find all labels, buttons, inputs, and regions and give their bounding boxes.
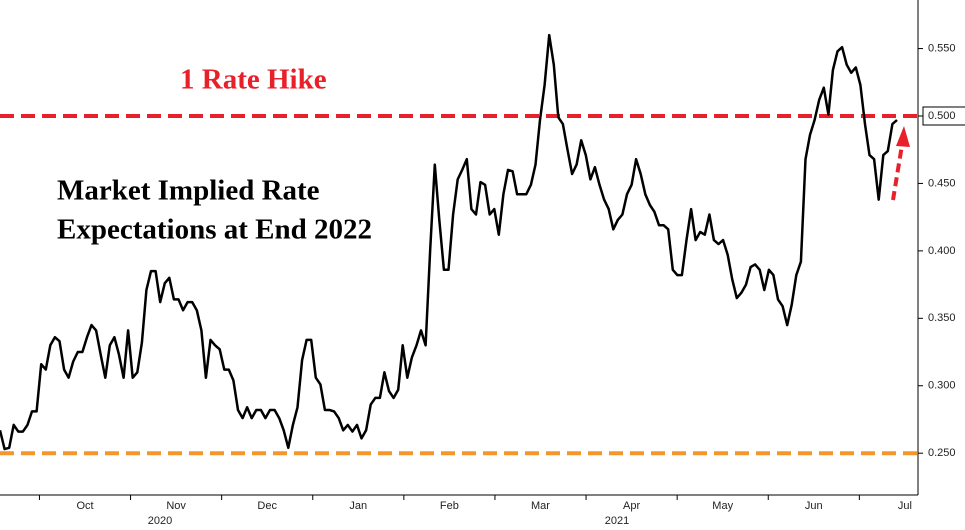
current-value-box: [922, 106, 965, 126]
x-tick-label: Oct: [76, 500, 93, 512]
y-tick-label: 0.250: [928, 447, 956, 459]
x-tick-label: Mar: [531, 500, 550, 512]
y-tick-label: 0.300: [928, 380, 956, 392]
x-tick-label: May: [712, 500, 733, 512]
x-tick-label: Jun: [805, 500, 823, 512]
y-tick-label: 0.400: [928, 245, 956, 257]
y-tick-label: 0.450: [928, 177, 956, 189]
x-tick-label: Jul: [898, 500, 912, 512]
y-tick-label: 0.500: [928, 110, 956, 122]
y-tick-label: 0.550: [928, 42, 956, 54]
x-tick-label: Nov: [166, 500, 186, 512]
data-line: [0, 33, 898, 451]
arrow-head: [896, 126, 910, 147]
x-tick-label: Feb: [440, 500, 459, 512]
x-tick-label: Apr: [623, 500, 640, 512]
chart-title: Expectations at End 2022: [57, 214, 372, 246]
year-label: 2021: [605, 515, 629, 527]
x-tick-label: Dec: [257, 500, 277, 512]
arrow: [891, 144, 904, 201]
annotation: 1 Rate Hike: [180, 64, 327, 96]
x-tick-label: Jan: [349, 500, 367, 512]
year-label: 2020: [148, 515, 172, 527]
y-tick-label: 0.350: [928, 312, 956, 324]
chart-title: Market Implied Rate: [57, 175, 320, 207]
